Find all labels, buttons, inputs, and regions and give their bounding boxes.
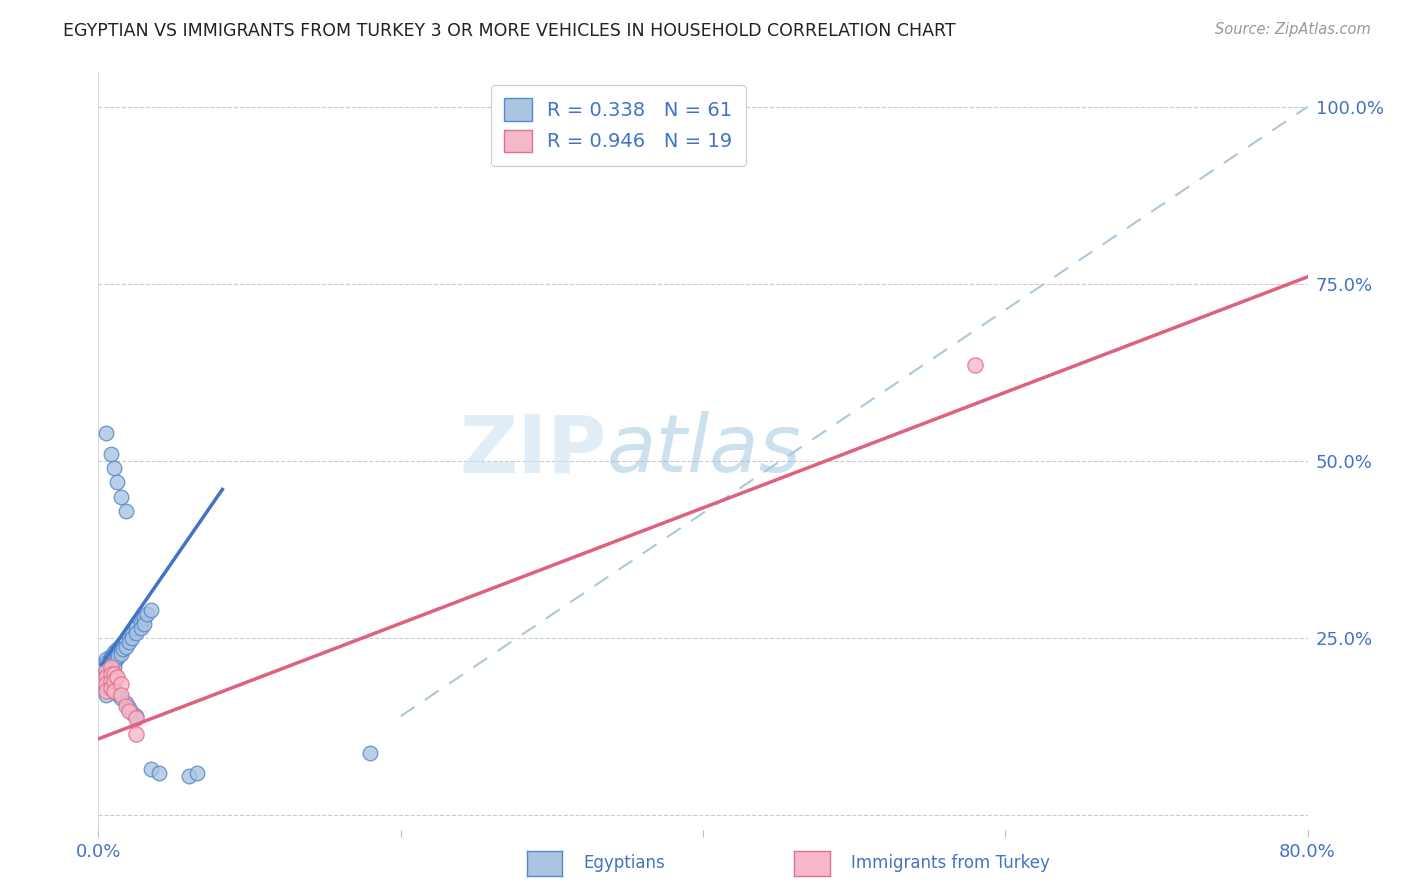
Legend: R = 0.338   N = 61, R = 0.946   N = 19: R = 0.338 N = 61, R = 0.946 N = 19: [491, 85, 747, 166]
Point: [121, 706, 143, 720]
Point: [121, 625, 143, 640]
Point: [100, 673, 122, 688]
Point: [103, 461, 125, 475]
Text: atlas: atlas: [606, 411, 801, 490]
Point: [100, 656, 122, 670]
Point: [110, 688, 132, 702]
Point: [94, 684, 117, 698]
Point: [125, 621, 148, 635]
Point: [103, 684, 125, 698]
Point: [110, 647, 132, 661]
Point: [114, 504, 136, 518]
Point: [100, 681, 122, 695]
Point: [110, 638, 132, 652]
Point: [125, 727, 148, 741]
Point: [103, 648, 125, 663]
Point: [965, 359, 987, 373]
Point: [186, 765, 208, 780]
Point: [100, 648, 122, 663]
Point: [111, 637, 134, 651]
Point: [94, 688, 117, 702]
Point: [129, 615, 152, 630]
Text: Source: ZipAtlas.com: Source: ZipAtlas.com: [1215, 22, 1371, 37]
Point: [132, 617, 155, 632]
Point: [103, 659, 125, 673]
Point: [103, 673, 125, 688]
Point: [107, 644, 129, 658]
Point: [103, 645, 125, 659]
Point: [107, 648, 129, 663]
Point: [179, 769, 201, 783]
Point: [114, 697, 136, 711]
Point: [110, 677, 132, 691]
Point: [100, 666, 122, 681]
Point: [100, 447, 122, 461]
Point: [94, 663, 117, 677]
Text: EGYPTIAN VS IMMIGRANTS FROM TURKEY 3 OR MORE VEHICLES IN HOUSEHOLD CORRELATION C: EGYPTIAN VS IMMIGRANTS FROM TURKEY 3 OR …: [63, 22, 956, 40]
Point: [94, 670, 117, 684]
Point: [360, 746, 382, 760]
Point: [110, 691, 132, 706]
Point: [100, 677, 122, 691]
Point: [94, 681, 117, 695]
Point: [105, 651, 128, 665]
Point: [118, 630, 141, 644]
Point: [105, 641, 128, 656]
Text: ZIP: ZIP: [458, 411, 606, 490]
Point: [105, 686, 128, 700]
Point: [148, 765, 170, 780]
Point: [94, 425, 117, 440]
Point: [125, 625, 148, 640]
Point: [111, 641, 134, 656]
Point: [114, 698, 136, 713]
Point: [103, 666, 125, 681]
Point: [118, 704, 141, 718]
Point: [141, 603, 163, 617]
Point: [125, 709, 148, 723]
Point: [118, 700, 141, 714]
Point: [100, 666, 122, 681]
Point: [94, 663, 117, 677]
Point: [94, 677, 117, 691]
Point: [105, 670, 128, 684]
Point: [132, 611, 155, 625]
Point: [129, 621, 152, 635]
Point: [94, 666, 117, 681]
Point: [114, 640, 136, 654]
Text: Egyptians: Egyptians: [583, 855, 665, 872]
Text: Immigrants from Turkey: Immigrants from Turkey: [851, 855, 1049, 872]
Point: [103, 656, 125, 670]
Point: [94, 652, 117, 666]
Point: [114, 632, 136, 647]
Point: [135, 607, 157, 622]
Point: [94, 656, 117, 670]
Point: [100, 659, 122, 673]
Point: [105, 647, 128, 661]
Point: [118, 634, 141, 648]
Point: [121, 632, 143, 646]
Point: [103, 652, 125, 666]
Point: [100, 659, 122, 673]
Point: [110, 490, 132, 504]
Point: [105, 475, 128, 490]
Point: [103, 682, 125, 697]
Point: [125, 710, 148, 724]
Point: [100, 652, 122, 666]
Point: [141, 762, 163, 776]
Point: [110, 641, 132, 656]
